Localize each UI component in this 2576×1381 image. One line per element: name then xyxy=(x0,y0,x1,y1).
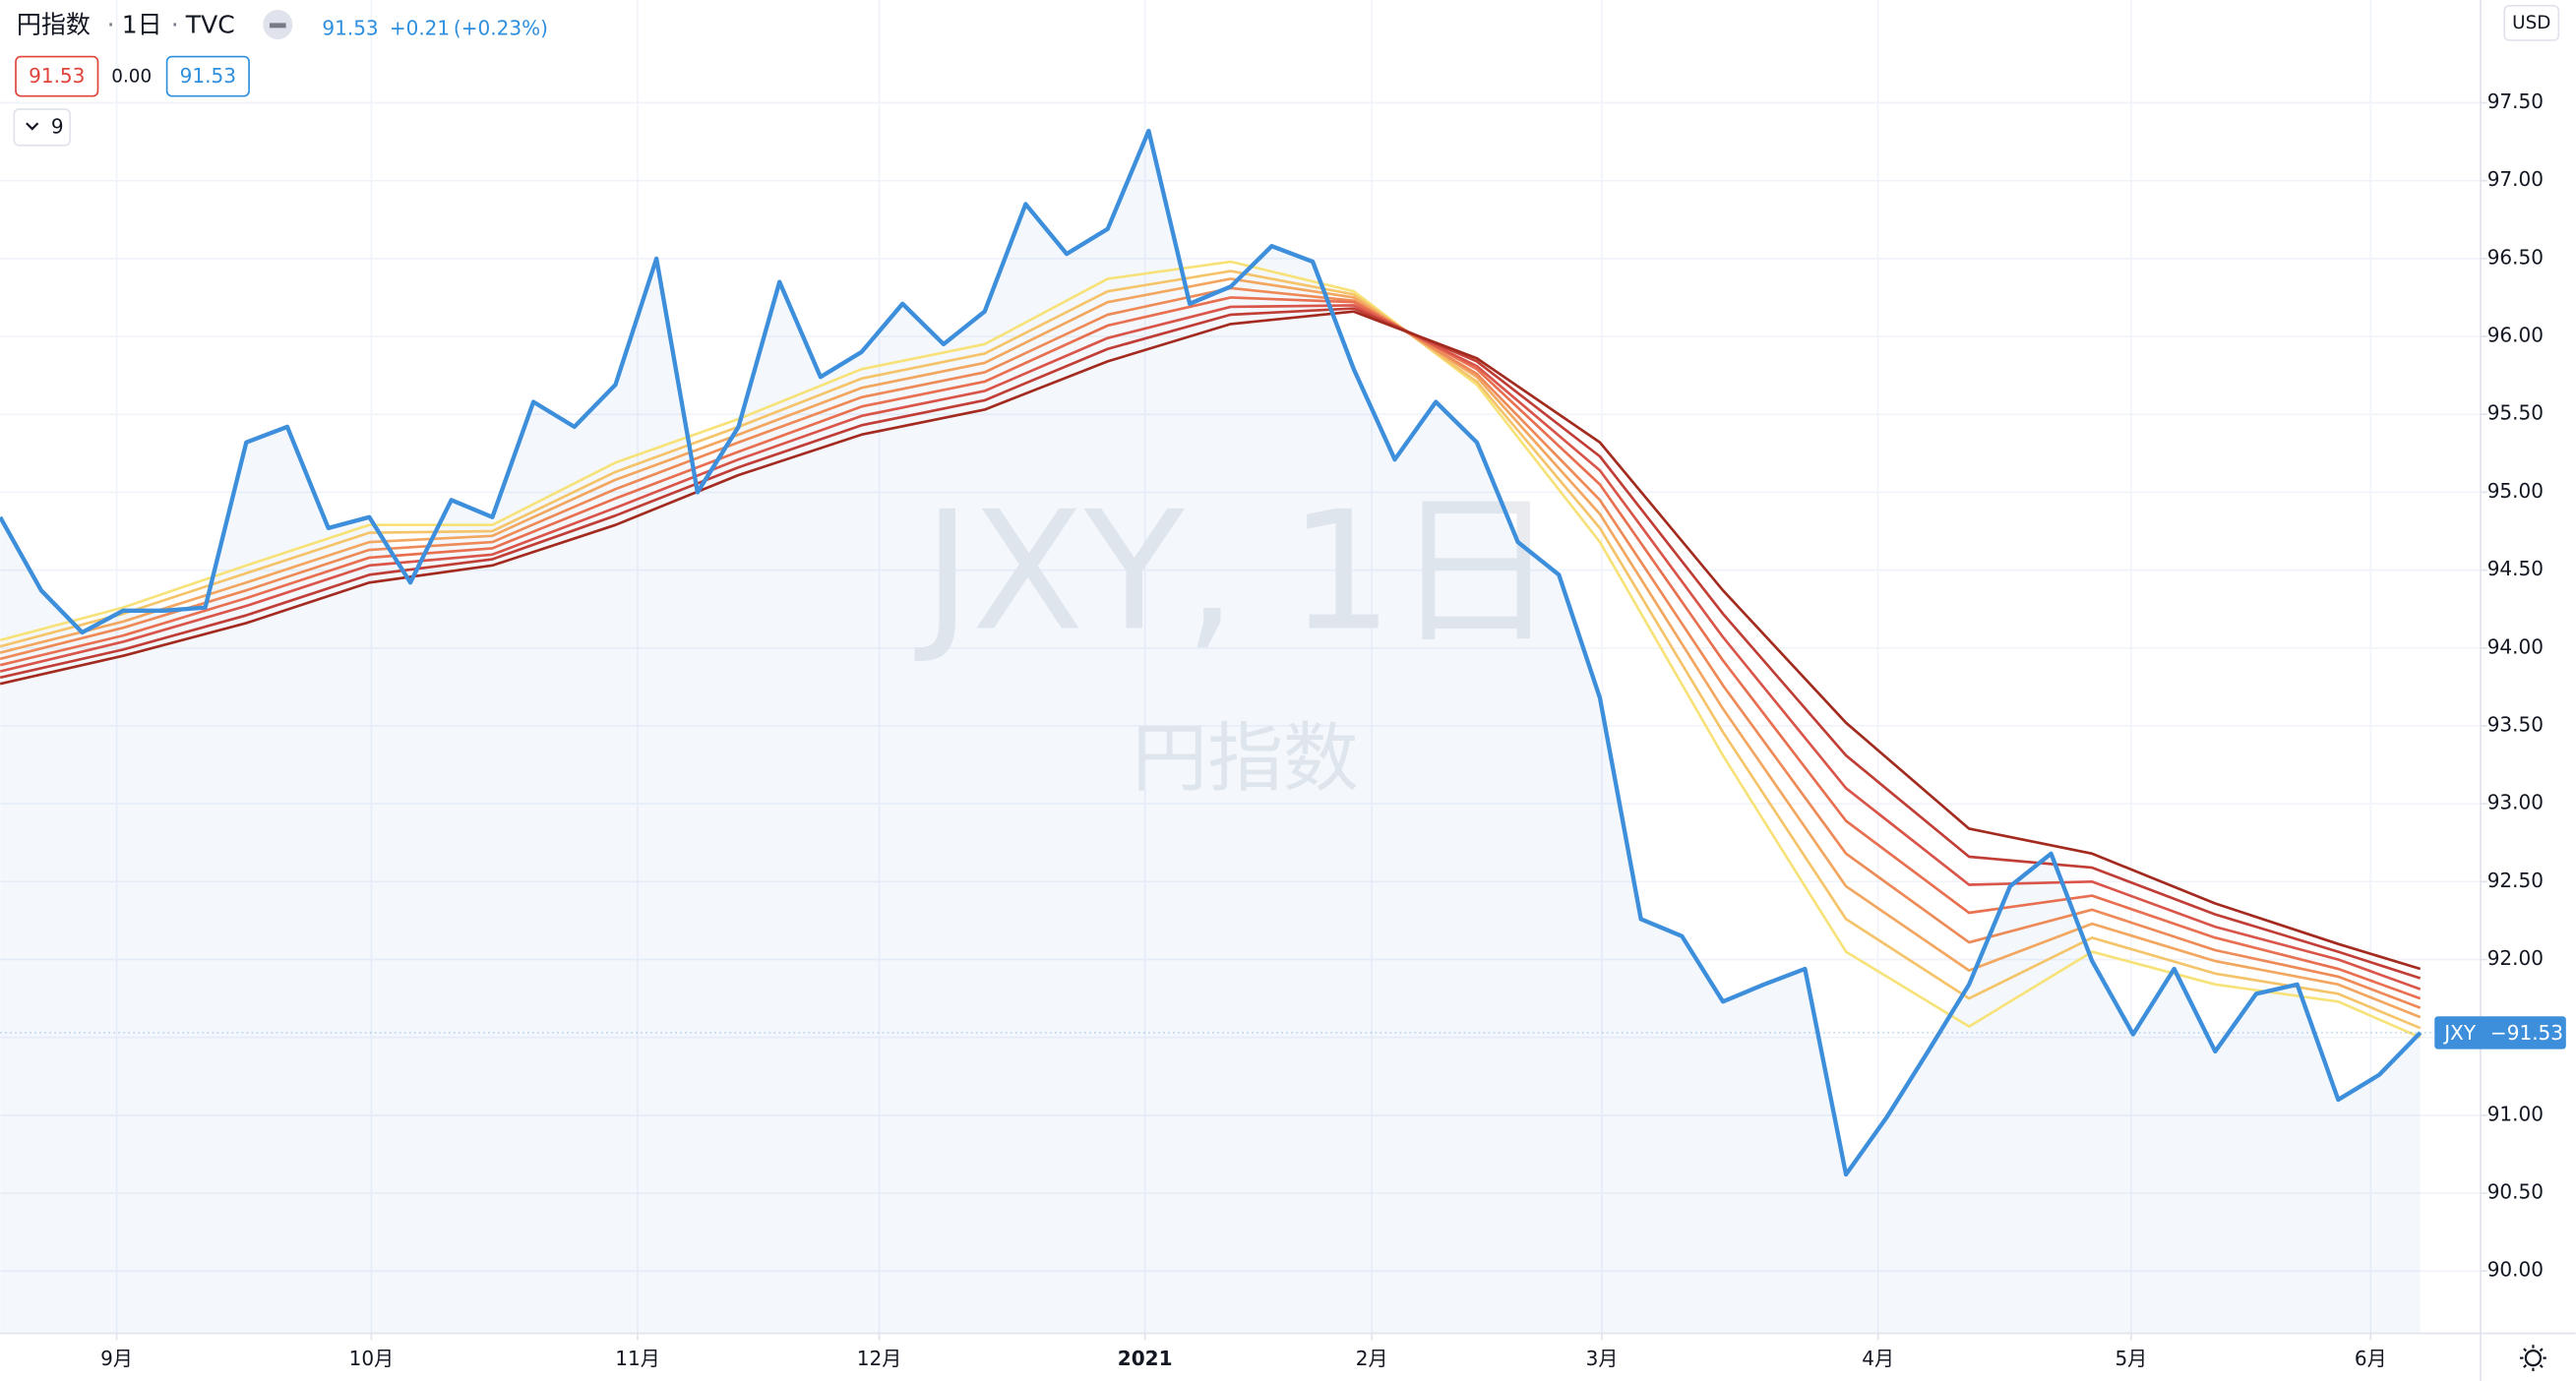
indicator-param: 9 xyxy=(51,115,64,139)
watermark: JXY, 1日 xyxy=(914,477,1558,668)
ribbon-line xyxy=(0,296,2422,1000)
x-tick-label: 9月 xyxy=(100,1347,133,1370)
x-tick-label: 2021 xyxy=(1118,1347,1173,1370)
price-label-symbol: JXY xyxy=(2442,1021,2477,1045)
chevron xyxy=(26,122,39,131)
y-tick-label: 90.50 xyxy=(2487,1180,2544,1204)
area xyxy=(0,131,2421,1334)
y-tick-label: 97.00 xyxy=(2487,167,2544,191)
y-tick-label: 96.50 xyxy=(2487,245,2544,269)
y-tick-label: 92.50 xyxy=(2487,869,2544,892)
axes: 90.0090.5091.0091.5092.0092.5093.0093.50… xyxy=(100,90,2566,1370)
ribbon-line xyxy=(0,307,2422,980)
last-price: 91.53 xyxy=(322,17,378,40)
price-line xyxy=(0,128,2423,1177)
change-pct: (+0.23%) xyxy=(454,17,548,40)
value-box-text: 91.53 xyxy=(29,64,85,88)
x-tick-label: 6月 xyxy=(2355,1347,2387,1370)
grid xyxy=(0,0,2482,1334)
y-tick-label: 94.00 xyxy=(2487,634,2544,658)
y-tick-label: 92.00 xyxy=(2487,946,2544,970)
source: TVC xyxy=(185,11,235,39)
ribbon-line xyxy=(0,310,2422,971)
y-tick-label: 93.50 xyxy=(2487,712,2544,736)
currency-button[interactable] xyxy=(2503,5,2560,41)
separator: · xyxy=(171,11,179,39)
ribbon-line xyxy=(0,270,2422,1030)
ribbon-line xyxy=(0,304,2422,991)
y-tick-label: 96.00 xyxy=(2487,324,2544,347)
y-tick-label: 90.00 xyxy=(2487,1258,2544,1282)
value-box xyxy=(165,55,250,97)
separator: · xyxy=(107,11,115,39)
plot xyxy=(0,128,2482,1334)
interval: 1日 xyxy=(122,11,162,39)
gear xyxy=(2524,1350,2543,1367)
price-label-sep: − xyxy=(2490,1021,2507,1045)
symbol-name: 円指数 xyxy=(17,11,91,39)
settings-icon[interactable] xyxy=(2520,1345,2546,1371)
price-label-value: 91.53 xyxy=(2507,1021,2563,1045)
y-tick-label: 93.00 xyxy=(2487,791,2544,814)
change: +0.21 xyxy=(390,17,450,40)
y-tick-label: 97.50 xyxy=(2487,90,2544,113)
value-text: 0.00 xyxy=(111,66,152,87)
watermark-sub: 円指数 xyxy=(1132,715,1358,803)
x-tick-label: 4月 xyxy=(1862,1347,1894,1370)
x-tick-label: 2月 xyxy=(1356,1347,1388,1370)
currency: USD xyxy=(2512,13,2550,33)
price-label-box xyxy=(2434,1016,2566,1050)
y-tick-label: 95.00 xyxy=(2487,479,2544,503)
ribbon-line xyxy=(0,277,2422,1019)
value-box-text: 91.53 xyxy=(180,64,236,88)
status-icon-bar xyxy=(269,23,286,29)
indicator-toggle[interactable] xyxy=(13,108,71,147)
gear-teeth xyxy=(2520,1345,2546,1371)
x-tick-label: 11月 xyxy=(615,1347,660,1370)
x-tick-label: 5月 xyxy=(2115,1347,2147,1370)
y-tick-label: 94.50 xyxy=(2487,557,2544,580)
x-tick-label: 10月 xyxy=(349,1347,394,1370)
ribbon-line xyxy=(0,260,2422,1039)
value-box xyxy=(15,55,99,97)
x-tick-label: 3月 xyxy=(1586,1347,1619,1370)
y-tick-label: 91.00 xyxy=(2487,1102,2544,1125)
x-tick-label: 12月 xyxy=(857,1347,902,1370)
y-tick-label: 95.50 xyxy=(2487,401,2544,425)
